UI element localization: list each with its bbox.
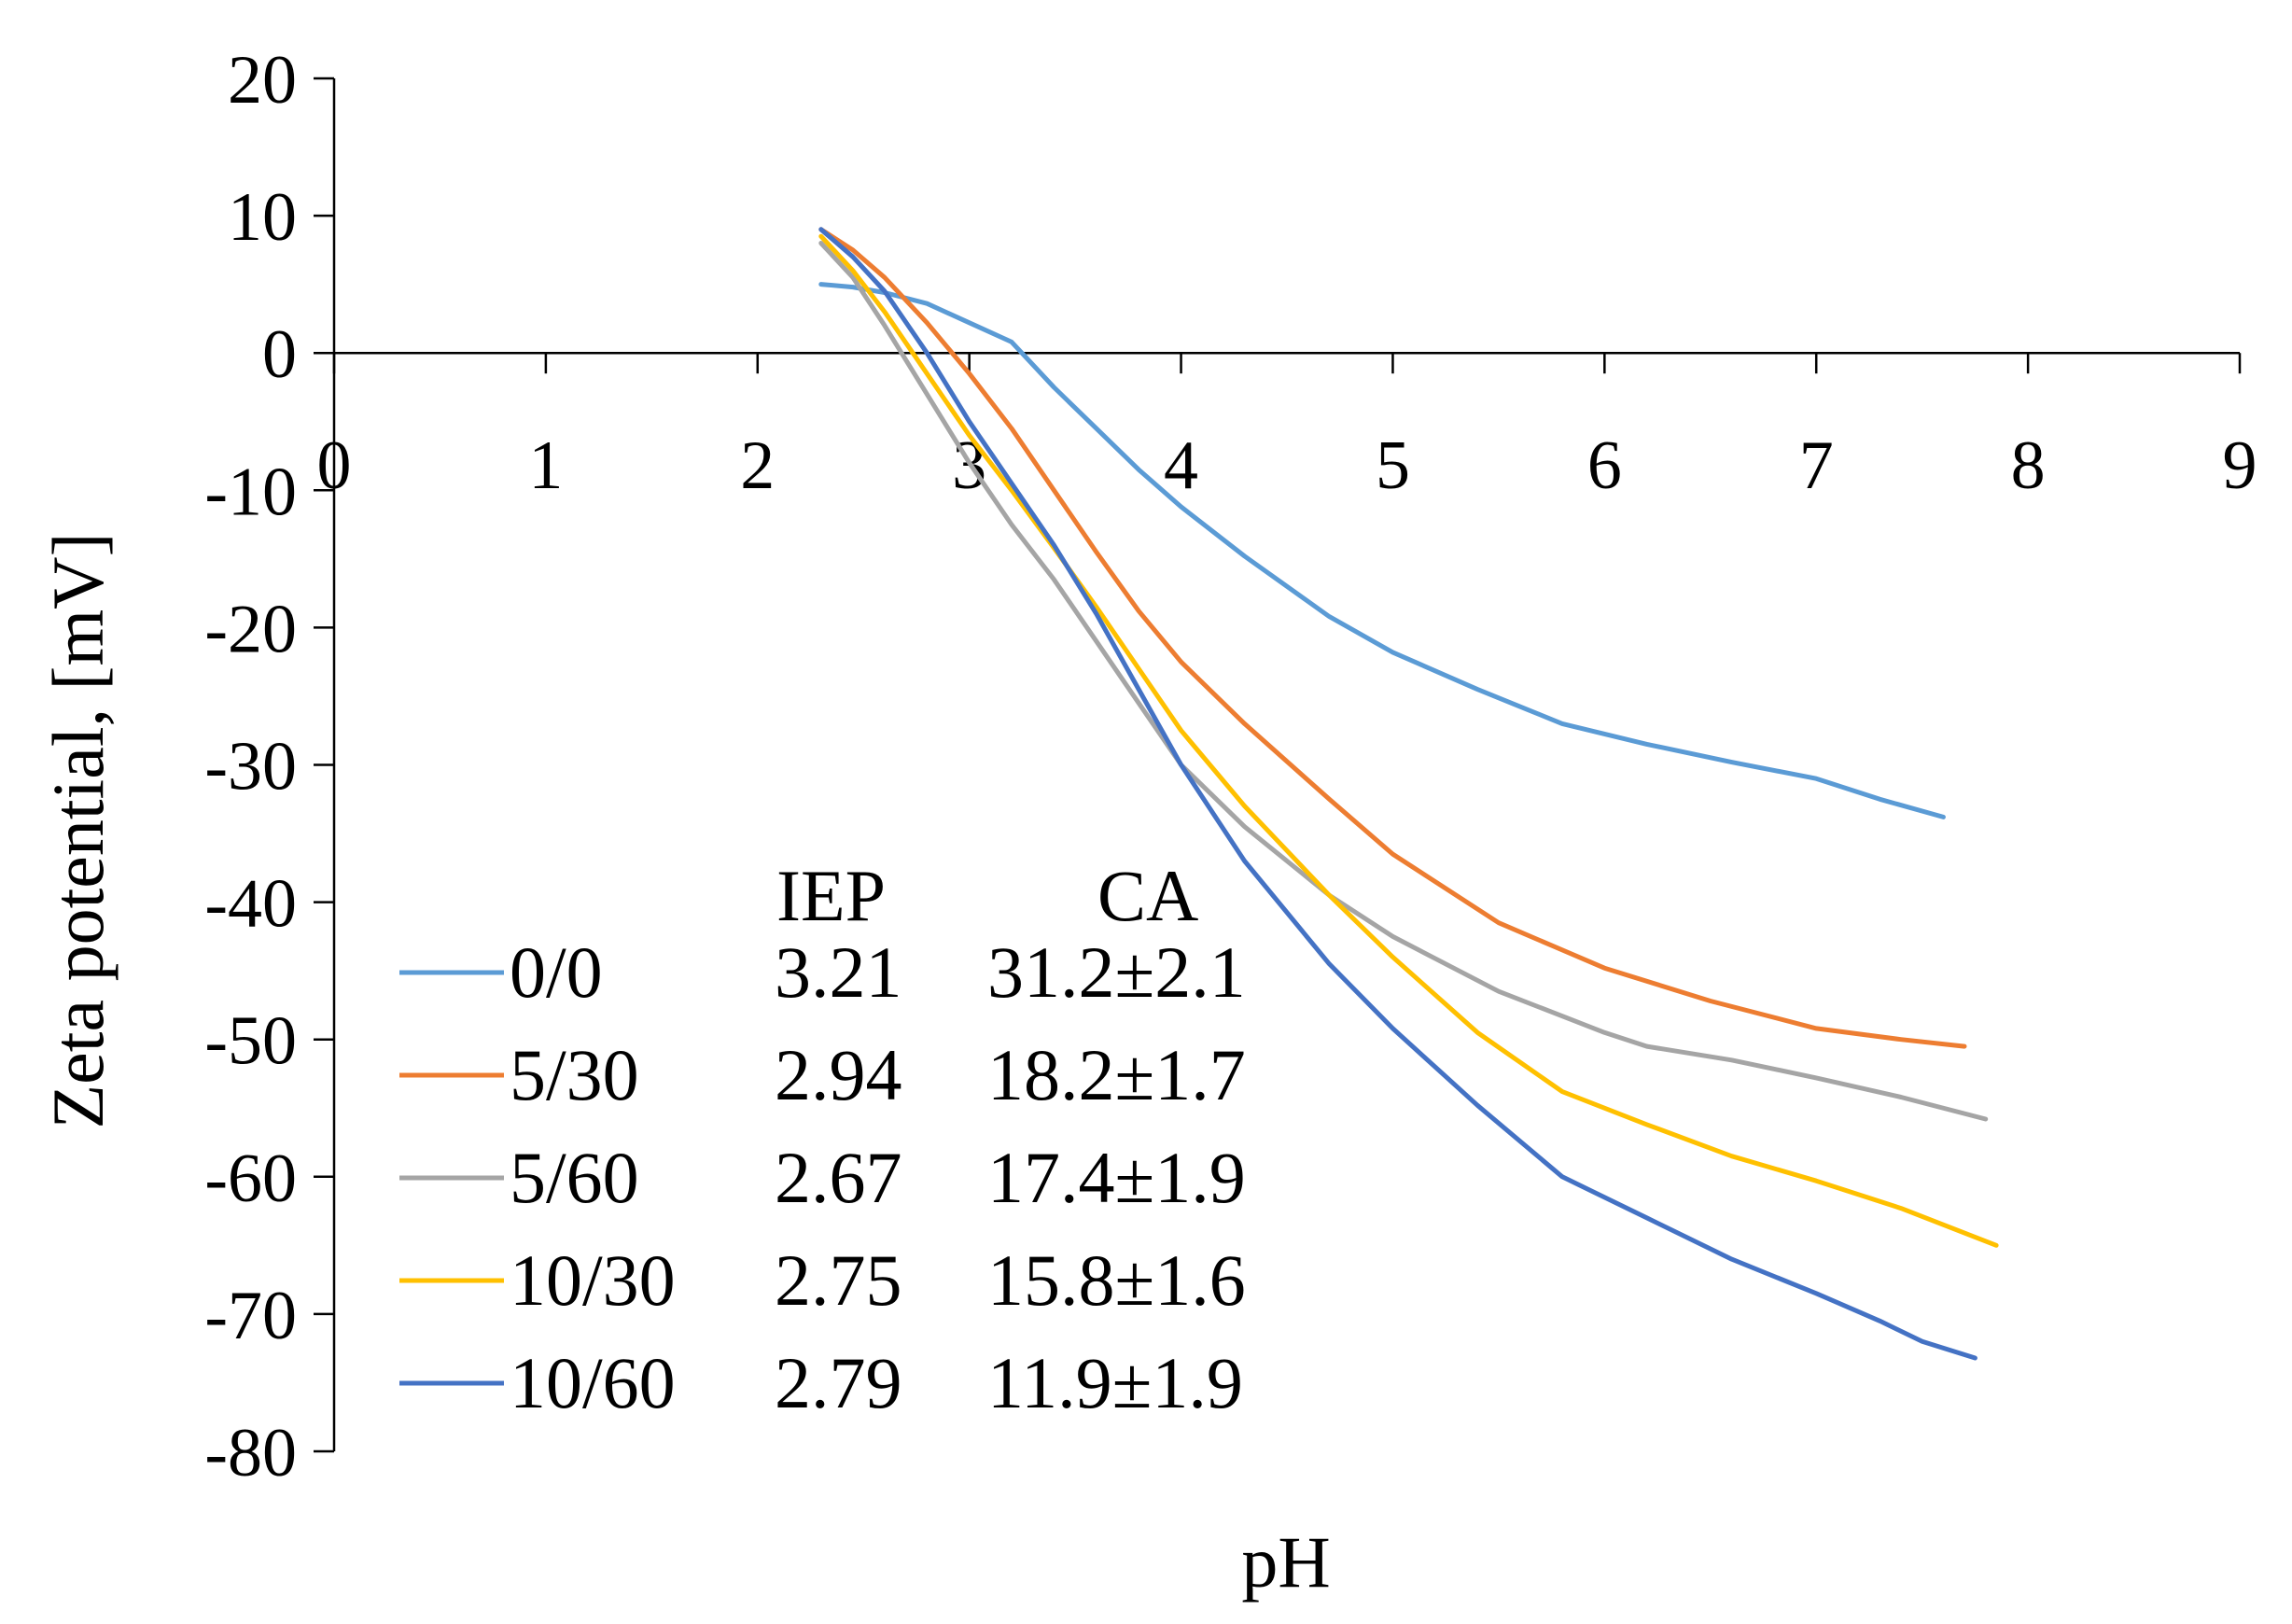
x-tick-label: 9 — [2223, 427, 2257, 504]
y-tick-label: 20 — [228, 42, 297, 119]
legend-ca-value: 31.2±2.1 — [987, 931, 1246, 1013]
x-tick-label: 0 — [317, 427, 352, 504]
y-tick-label: 10 — [228, 179, 297, 256]
series-lines — [818, 227, 1999, 1361]
legend: IEP CA 0/0 3.21 31.2±2.15/30 2.94 18.2±1.75/… — [399, 855, 1246, 1423]
x-tick-label: 7 — [1799, 427, 1834, 504]
series-line-10-30 — [818, 233, 1999, 1248]
y-axis-ticks: 20 10 0 -10 -20 -30 -40 -50 -60 -70 -80 — [204, 42, 334, 1491]
x-tick-label: 8 — [2011, 427, 2046, 504]
y-tick-label: -10 — [204, 454, 297, 530]
legend-iep-value: 2.79 — [775, 1342, 902, 1423]
legend-series-name: 5/60 — [510, 1137, 639, 1218]
legend-item: 0/0 3.21 31.2±2.1 — [399, 931, 1246, 1013]
x-tick-label: 1 — [528, 427, 563, 504]
series-line-5-60 — [818, 241, 1989, 1122]
y-tick-label: -30 — [204, 729, 297, 805]
x-axis-title: pH — [1241, 1521, 1330, 1603]
series-line-5-30 — [818, 227, 1967, 1049]
legend-item: 5/60 2.67 17.4±1.9 — [399, 1137, 1246, 1218]
legend-item: 10/30 2.75 15.8±1.6 — [399, 1239, 1246, 1321]
y-axis-title: Zeta potential, [mV] — [37, 533, 119, 1129]
x-tick-label: 2 — [740, 427, 775, 504]
legend-series-name: 5/30 — [510, 1034, 639, 1115]
series-line-10-60 — [818, 227, 1978, 1361]
legend-iep-value: 2.67 — [775, 1137, 902, 1218]
legend-series-name: 10/60 — [510, 1342, 676, 1423]
y-tick-label: -50 — [204, 1003, 297, 1080]
y-tick-label: 0 — [262, 316, 297, 393]
legend-ca-value: 18.2±1.7 — [987, 1034, 1246, 1115]
legend-ca-value: 15.8±1.6 — [987, 1239, 1246, 1321]
legend-ca-value: 11.9±1.9 — [987, 1342, 1243, 1423]
legend-header-ca: CA — [1097, 855, 1198, 936]
y-tick-label: -80 — [204, 1415, 297, 1491]
legend-series-name: 0/0 — [510, 931, 603, 1013]
x-tick-label: 5 — [1376, 427, 1410, 504]
y-tick-label: -60 — [204, 1141, 297, 1217]
legend-iep-value: 3.21 — [775, 931, 902, 1013]
x-tick-label: 6 — [1587, 427, 1622, 504]
y-tick-label: -20 — [204, 591, 297, 667]
legend-iep-value: 2.75 — [775, 1239, 902, 1321]
x-tick-label: 4 — [1164, 427, 1198, 504]
series-line-0-0 — [818, 282, 1946, 819]
legend-item: 5/30 2.94 18.2±1.7 — [399, 1034, 1246, 1115]
legend-rows: 0/0 3.21 31.2±2.1 5/30 2.94 18.2±1.7 5/60 2.67 1… — [399, 931, 1246, 1423]
y-tick-label: -70 — [204, 1278, 297, 1354]
legend-series-name: 10/30 — [510, 1239, 676, 1321]
legend-iep-value: 2.94 — [775, 1034, 902, 1115]
legend-ca-value: 17.4±1.9 — [987, 1137, 1246, 1218]
y-tick-label: -40 — [204, 866, 297, 943]
legend-header-iep: IEP — [776, 855, 886, 936]
legend-item: 10/60 2.79 11.9±1.9 — [399, 1342, 1243, 1423]
